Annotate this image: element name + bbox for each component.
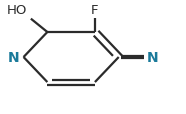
Text: F: F bbox=[91, 4, 99, 17]
Text: N: N bbox=[7, 51, 19, 64]
Text: N: N bbox=[147, 51, 159, 64]
Text: HO: HO bbox=[7, 4, 27, 17]
